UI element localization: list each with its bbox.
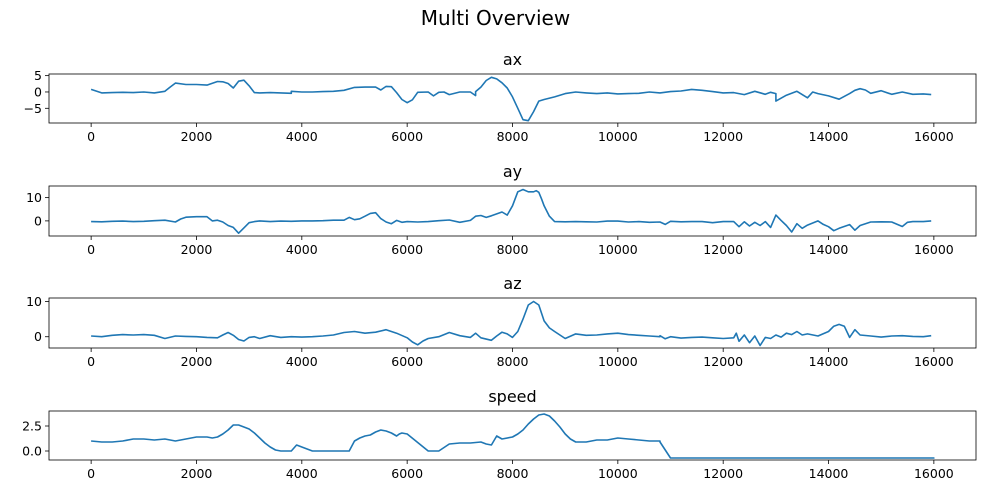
x-tick-label: 14000 <box>809 354 849 369</box>
x-tick-label: 16000 <box>914 466 954 481</box>
x-tick-label: 16000 <box>914 129 954 144</box>
x-tick-label: 2000 <box>181 354 213 369</box>
y-tick-label: 0 <box>34 213 42 228</box>
series-line <box>91 300 932 347</box>
x-tick-label: 10000 <box>598 129 638 144</box>
x-tick-label: 2000 <box>181 242 213 257</box>
x-tick-label: 2000 <box>181 466 213 481</box>
subplot-title: speed <box>488 387 536 406</box>
subplot-speed: speed 0 2000 4000 6000 8000 10000 12000 14000 160… <box>22 387 977 481</box>
subplot-ax: ax 0 2000 4000 6000 8000 10000 12000 14000 16000 5… <box>24 50 977 144</box>
x-tick-label: 6000 <box>391 354 423 369</box>
x-tick-label: 12000 <box>703 354 743 369</box>
x-tick-label: 8000 <box>497 466 529 481</box>
subplots: ax0 2000 4000 6000 8000 10000 12000 14000 160005… <box>22 50 977 481</box>
x-tick-label: 4000 <box>286 129 318 144</box>
x-tick-label: 16000 <box>914 242 954 257</box>
series-line <box>90 76 932 122</box>
y-tick-label: 10 <box>26 294 42 309</box>
y-tick-label: 0.0 <box>22 444 42 459</box>
x-tick-label: 6000 <box>391 129 423 144</box>
subplot-title: az <box>503 274 521 293</box>
x-tick-label: 4000 <box>286 242 318 257</box>
x-tick-label: 0 <box>87 354 95 369</box>
x-tick-label: 12000 <box>703 242 743 257</box>
x-tick-label: 6000 <box>391 466 423 481</box>
x-tick-label: 4000 <box>286 354 318 369</box>
x-tick-label: 8000 <box>497 354 529 369</box>
x-tick-label: 10000 <box>598 242 638 257</box>
axes-frame <box>48 297 977 349</box>
figure-title: Multi Overview <box>421 6 570 30</box>
y-tick-label: 10 <box>26 190 42 205</box>
series-line <box>91 188 932 234</box>
subplot-title: ay <box>503 162 522 181</box>
x-tick-label: 14000 <box>809 129 849 144</box>
x-tick-label: 10000 <box>598 466 638 481</box>
y-tick-label: 0 <box>34 84 42 99</box>
subplot-ay: ay 0 2000 4000 6000 8000 10000 12000 14000 16000 1… <box>26 162 977 257</box>
x-tick-label: 0 <box>87 242 95 257</box>
x-tick-label: 8000 <box>497 129 529 144</box>
x-tick-label: 12000 <box>703 129 743 144</box>
y-tick-label: −5 <box>24 101 42 116</box>
x-tick-label: 14000 <box>809 242 849 257</box>
x-tick-label: 16000 <box>914 354 954 369</box>
x-tick-label: 14000 <box>809 466 849 481</box>
x-tick-label: 8000 <box>497 242 529 257</box>
x-tick-label: 10000 <box>598 354 638 369</box>
subplot-title: ax <box>503 50 522 69</box>
subplot-az: az 0 2000 4000 6000 8000 10000 12000 14000 16000 1… <box>26 274 977 369</box>
x-tick-label: 0 <box>87 466 95 481</box>
series-line <box>91 413 935 459</box>
x-tick-label: 2000 <box>181 129 213 144</box>
axes-frame <box>48 410 977 461</box>
y-tick-label: 0 <box>34 329 42 344</box>
x-tick-label: 0 <box>87 129 95 144</box>
x-tick-label: 4000 <box>286 466 318 481</box>
y-tick-label: 2.5 <box>22 419 42 434</box>
x-tick-label: 12000 <box>703 466 743 481</box>
y-tick-label: 5 <box>34 68 42 83</box>
x-tick-label: 6000 <box>391 242 423 257</box>
